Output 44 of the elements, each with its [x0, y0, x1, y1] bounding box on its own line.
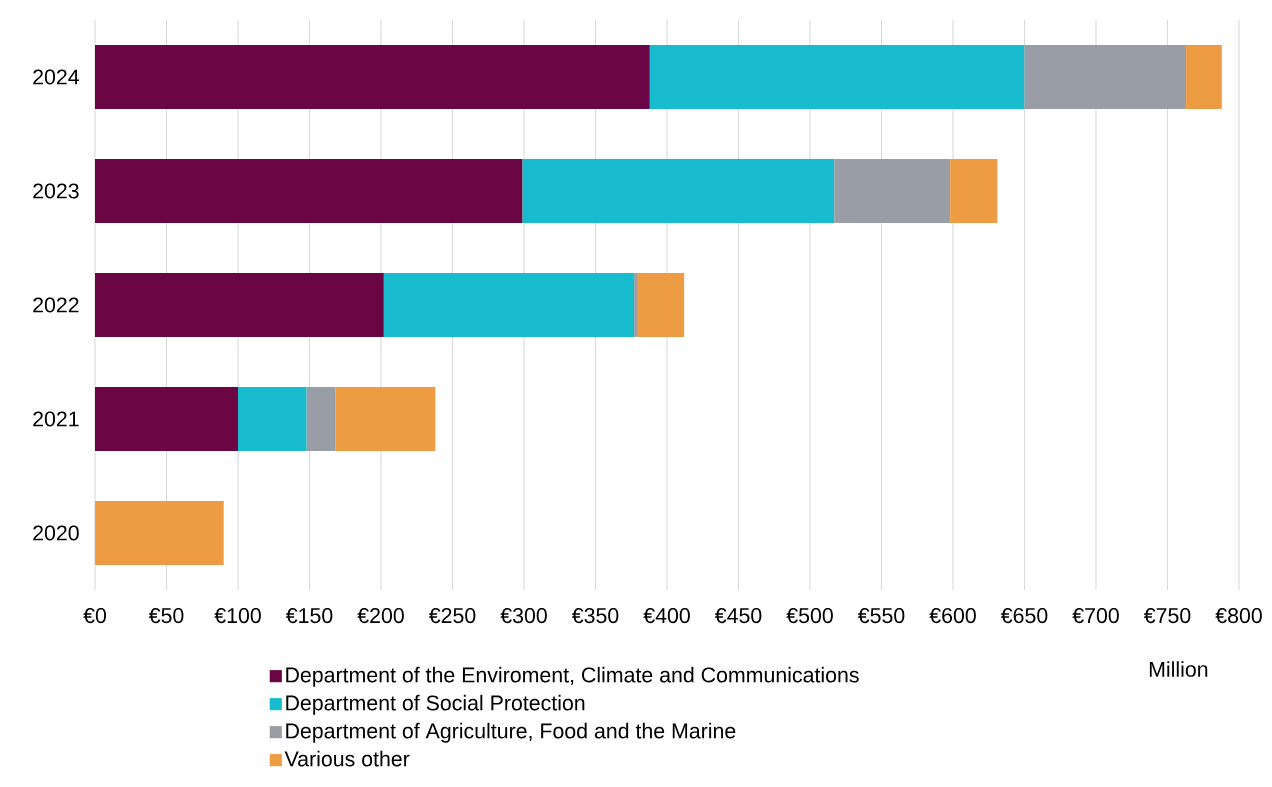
x-tick-label: €750: [1143, 608, 1191, 624]
x-axis-title: Million: [1149, 661, 1208, 677]
legend-label: Department of Agriculture, Food and the Marine: [286, 722, 736, 743]
bar: [950, 159, 998, 223]
legend-label: Various other: [284, 750, 410, 767]
bar: [95, 45, 650, 109]
bar: [522, 159, 835, 223]
x-tick-label: €400: [643, 608, 690, 624]
bar: [335, 387, 436, 451]
bar: [95, 159, 523, 223]
bar: [238, 387, 307, 451]
bar: [95, 501, 224, 565]
bar: [636, 273, 685, 337]
legend-label: Department of Social Protection: [286, 694, 585, 715]
x-tick-label: €250: [428, 608, 476, 624]
x-tick-label: €450: [714, 608, 762, 624]
x-tick-label: €350: [571, 608, 619, 624]
y-tick-label: 2020: [33, 525, 79, 541]
bar: [834, 159, 951, 223]
x-tick-label: €0: [83, 608, 107, 624]
x-tick-label: €500: [786, 608, 833, 624]
y-tick-label: 2022: [33, 297, 79, 313]
x-tick-label: €550: [857, 608, 905, 624]
x-tick-label: €600: [929, 608, 976, 624]
x-tick-label: €300: [500, 608, 547, 624]
x-tick-label: €700: [1072, 608, 1119, 624]
bar: [649, 45, 1025, 109]
legend-label: Department of the Enviroment, Climate and Communications: [286, 666, 859, 687]
x-tick-label: €650: [1000, 608, 1048, 624]
bar: [95, 273, 384, 337]
x-tick-label: €200: [357, 608, 404, 624]
y-tick-label: 2024: [33, 69, 79, 85]
bar: [95, 387, 239, 451]
y-tick-label: 2021: [33, 411, 79, 427]
x-tick-label: €800: [1215, 608, 1262, 624]
bar: [1186, 45, 1222, 109]
y-tick-label: 2023: [33, 183, 79, 199]
bar: [306, 387, 336, 451]
x-tick-label: €100: [214, 608, 261, 624]
bar: [634, 273, 637, 337]
x-tick-label: €50: [148, 608, 184, 624]
bar: [1024, 45, 1187, 109]
x-tick-label: €150: [285, 608, 333, 624]
bar: [383, 273, 635, 337]
